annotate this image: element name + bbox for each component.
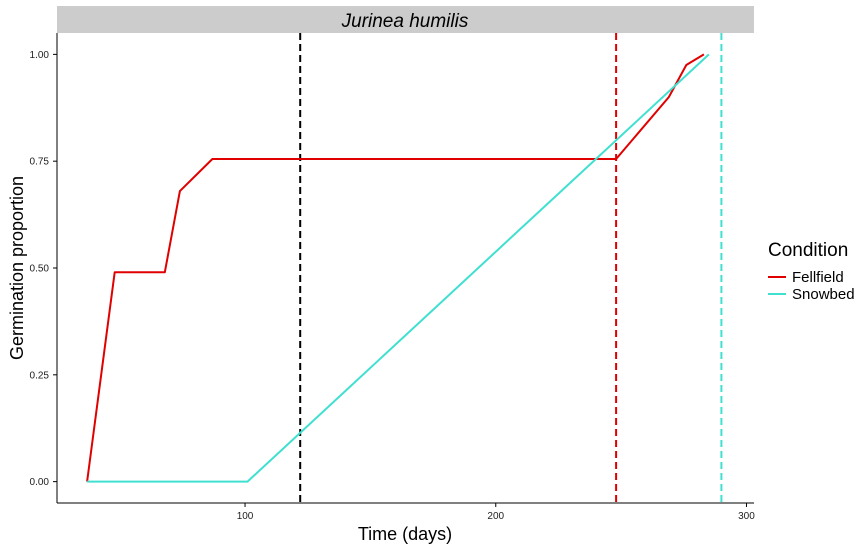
chart-title: Jurinea humilis xyxy=(341,11,469,32)
x-tick-label: 100 xyxy=(237,511,254,522)
facet-strip xyxy=(57,6,754,33)
x-axis-title: Time (days) xyxy=(358,524,452,544)
legend-label-snowbed: Snowbed xyxy=(792,286,855,303)
y-tick-label: 0.50 xyxy=(30,264,50,275)
y-tick-label: 0.75 xyxy=(30,157,50,168)
x-tick-label: 300 xyxy=(738,511,755,522)
y-tick-label: 0.25 xyxy=(30,370,50,381)
y-axis-ticks: 0.00 0.25 0.50 0.75 1.00 xyxy=(30,50,57,488)
legend-title: Condition xyxy=(768,240,848,261)
x-tick-label: 200 xyxy=(487,511,504,522)
series-line-fellfield xyxy=(86,53,705,482)
plot-panel xyxy=(57,33,754,503)
series-lines xyxy=(86,53,710,483)
y-tick-label: 0.00 xyxy=(30,477,50,488)
x-axis-ticks: 100 200 300 xyxy=(237,503,755,522)
y-tick-label: 1.00 xyxy=(30,50,50,61)
legend-label-fellfield: Fellfield xyxy=(792,269,844,286)
reference-lines xyxy=(299,33,723,503)
series-line-snowbed xyxy=(87,53,710,483)
y-axis-title: Germination proportion xyxy=(7,176,27,360)
